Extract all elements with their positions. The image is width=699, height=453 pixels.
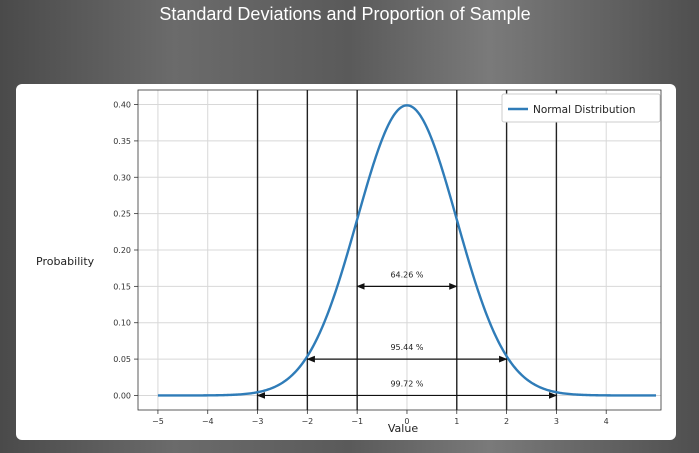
x-tick-label: 3 bbox=[554, 417, 559, 426]
x-tick-label: 1 bbox=[454, 417, 459, 426]
x-tick-label: −5 bbox=[152, 417, 164, 426]
y-tick-label: 0.25 bbox=[113, 210, 131, 219]
y-tick-label: 0.40 bbox=[113, 101, 131, 110]
y-tick-label: 0.35 bbox=[113, 137, 131, 146]
y-tick-label: 0.20 bbox=[113, 246, 131, 255]
x-tick-label: 4 bbox=[604, 417, 609, 426]
chart-card: Probability Value −5 −4 −3 −2 −1 0 1 2 3 4 0.00 0.0… bbox=[16, 84, 676, 440]
proportion-label: 95.44 % bbox=[390, 343, 423, 352]
x-axis-label: Value bbox=[388, 422, 418, 435]
legend-box bbox=[501, 93, 661, 123]
x-tick-label: 2 bbox=[504, 417, 509, 426]
x-tick-label: −1 bbox=[351, 417, 363, 426]
y-tick-label: 0.30 bbox=[113, 173, 131, 182]
x-tick-label: 0 bbox=[404, 417, 409, 426]
proportion-label: 64.26 % bbox=[390, 270, 423, 279]
y-axis-label: Probability bbox=[36, 255, 95, 268]
y-tick-label: 0.15 bbox=[113, 282, 131, 291]
x-tick-label: −4 bbox=[202, 417, 214, 426]
normal-distribution-line bbox=[157, 104, 657, 397]
x-tick-label: −3 bbox=[252, 417, 264, 426]
proportion-label: 99.72 % bbox=[390, 379, 423, 388]
legend-label: Normal Distribution bbox=[533, 104, 636, 116]
y-tick-label: 0.05 bbox=[113, 355, 131, 364]
chart-svg: Probability Value −5 −4 −3 −2 −1 0 1 2 3 4 0.00 0.0… bbox=[36, 89, 662, 435]
y-tick-label: 0.00 bbox=[113, 391, 131, 400]
y-tick-label: 0.10 bbox=[113, 319, 131, 328]
x-tick-label: −2 bbox=[301, 417, 313, 426]
slide-title: Standard Deviations and Proportion of Sa… bbox=[159, 4, 531, 24]
